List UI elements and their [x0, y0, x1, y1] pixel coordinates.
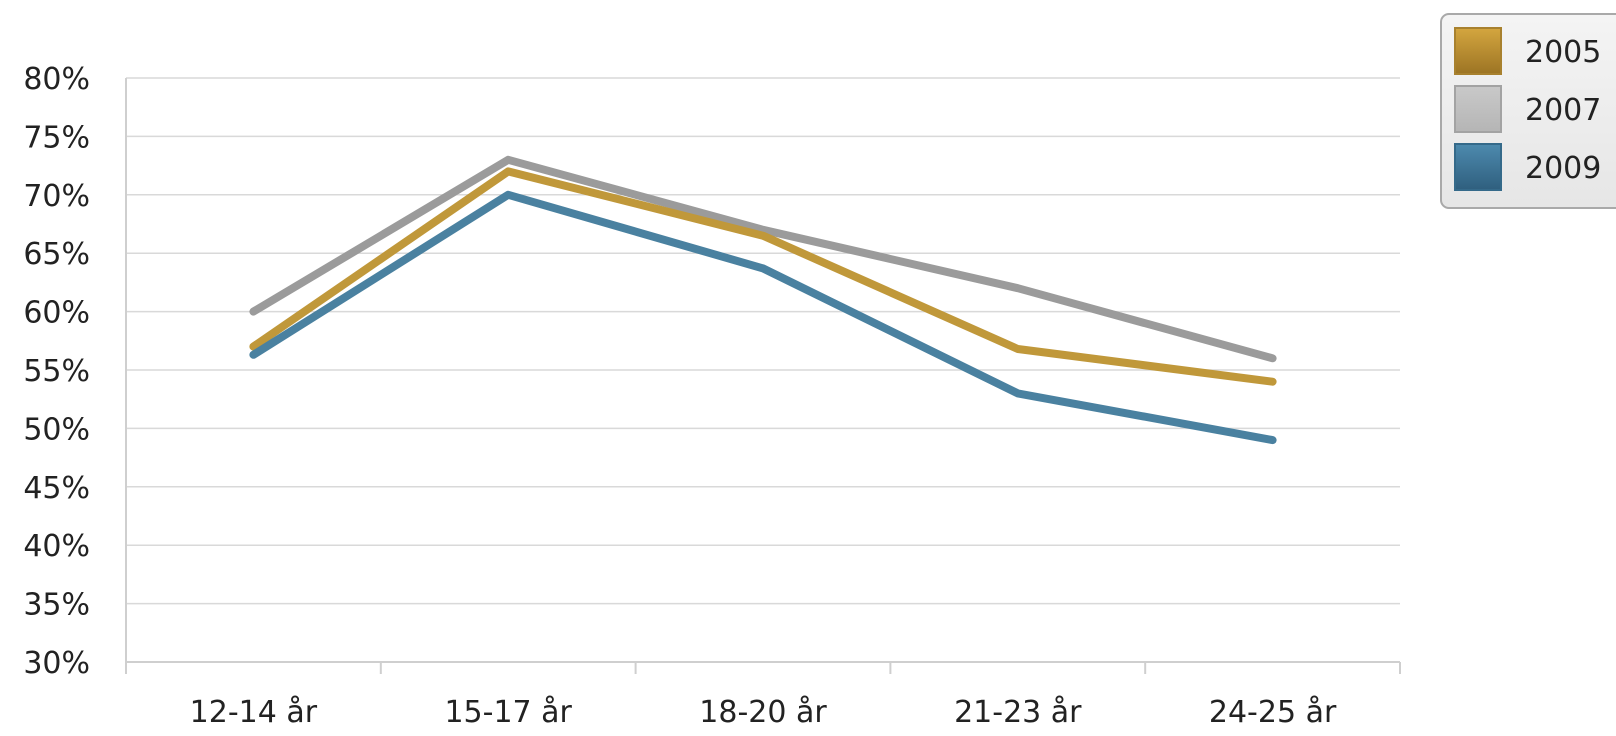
- series-line-2009: [249, 190, 1277, 445]
- x-tick-label: 21-23 år: [954, 695, 1082, 730]
- y-tick-label: 55%: [23, 354, 90, 389]
- legend-swatch-2009: [1454, 143, 1502, 191]
- legend-swatch-2007: [1454, 85, 1502, 133]
- gridlines: [126, 77, 1400, 605]
- x-tick-label: 24-25 år: [1209, 695, 1337, 730]
- legend-label-2009: 2009: [1525, 151, 1601, 186]
- legend-swatch-2005: [1454, 27, 1502, 75]
- y-tick-label: 35%: [23, 588, 90, 623]
- series-lines: [249, 155, 1277, 445]
- legend-label-2007: 2007: [1525, 93, 1601, 128]
- y-tick-label: 65%: [23, 237, 90, 272]
- y-tick-label: 50%: [23, 412, 90, 447]
- y-tick-label: 40%: [23, 529, 90, 564]
- legend-label-2005: 2005: [1525, 35, 1601, 70]
- x-tick-label: 12-14 år: [190, 695, 318, 730]
- x-tick-label: 15-17 år: [444, 695, 572, 730]
- y-tick-label: 70%: [23, 179, 90, 214]
- axes: [125, 78, 1401, 674]
- y-tick-label: 30%: [23, 646, 90, 681]
- legend: 2005 2007 2009: [1440, 13, 1616, 209]
- y-tick-label: 80%: [23, 62, 90, 97]
- series-line-2007: [249, 155, 1277, 363]
- series-line-2005: [249, 167, 1277, 386]
- y-tick-label: 75%: [23, 120, 90, 155]
- x-axis-ticks: 12-14 år 15-17 år 18-20 år 21-23 år 24-25 år: [190, 695, 1337, 730]
- y-tick-label: 45%: [23, 471, 90, 506]
- y-tick-label: 60%: [23, 296, 90, 331]
- y-axis-ticks: 30% 35% 40% 45% 50% 55% 60% 65% 70% 75% 80%: [23, 62, 90, 681]
- x-tick-label: 18-20 år: [699, 695, 827, 730]
